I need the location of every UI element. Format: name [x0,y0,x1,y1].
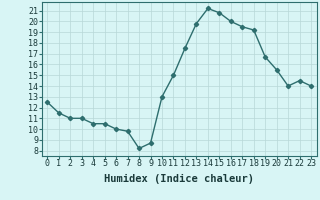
X-axis label: Humidex (Indice chaleur): Humidex (Indice chaleur) [104,174,254,184]
